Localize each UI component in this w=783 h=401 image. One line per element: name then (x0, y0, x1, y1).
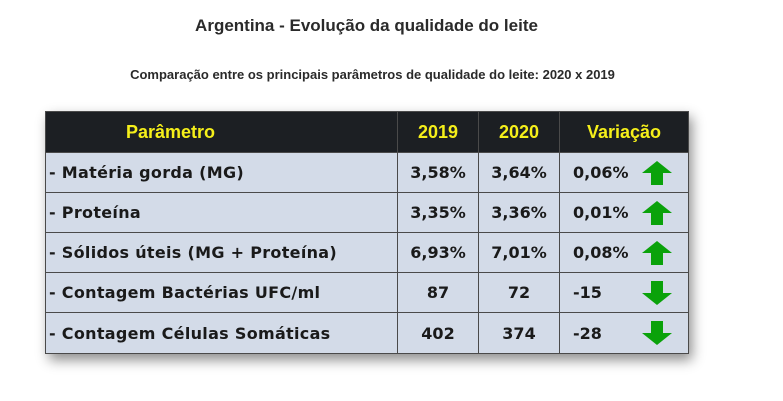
value-2019: 3,58% (397, 152, 479, 193)
variation-value: 0,06% (573, 163, 629, 182)
variation-cell: 0,08% (559, 232, 689, 273)
value-2020: 3,64% (478, 152, 560, 193)
up-arrow-icon (642, 200, 672, 225)
param-cell: - Sólidos úteis (MG + Proteína) (45, 232, 398, 273)
param-cell: - Proteína (45, 192, 398, 233)
table-header-row: Parâmetro 2019 2020 Variação (45, 111, 689, 153)
table-row: - Proteína 3,35% 3,36% 0,01% (45, 192, 689, 233)
value-2019: 3,35% (397, 192, 479, 233)
param-cell: - Contagem Bactérias UFC/ml (45, 272, 398, 313)
value-2019: 87 (397, 272, 479, 313)
variation-value: -28 (573, 323, 602, 343)
table-row: - Matéria gorda (MG) 3,58% 3,64% 0,06% (45, 152, 689, 193)
variation-value: 0,01% (573, 203, 629, 222)
value-2020: 72 (478, 272, 560, 313)
variation-cell: 0,01% (559, 192, 689, 233)
param-cell: - Contagem Células Somáticas (45, 312, 398, 354)
quality-table: Parâmetro 2019 2020 Variação - Matéria g… (45, 111, 689, 354)
page-title: Argentina - Evolução da qualidade do lei… (195, 16, 538, 35)
down-arrow-icon (642, 280, 672, 305)
quality-table-container: Parâmetro 2019 2020 Variação - Matéria g… (45, 111, 689, 354)
table-row: - Contagem Bactérias UFC/ml 87 72 -15 (45, 272, 689, 313)
variation-cell: -28 (559, 312, 689, 354)
param-cell: - Matéria gorda (MG) (45, 152, 398, 193)
value-2019: 402 (397, 312, 479, 354)
value-2020: 374 (478, 312, 560, 354)
variation-value: 0,08% (573, 243, 629, 262)
down-arrow-icon (642, 321, 672, 345)
header-2020: 2020 (478, 111, 560, 153)
value-2020: 7,01% (478, 232, 560, 273)
up-arrow-icon (642, 240, 672, 265)
table-row: - Sólidos úteis (MG + Proteína) 6,93% 7,… (45, 232, 689, 273)
header-parametro: Parâmetro (45, 111, 398, 153)
header-2019: 2019 (397, 111, 479, 153)
variation-cell: 0,06% (559, 152, 689, 193)
value-2020: 3,36% (478, 192, 560, 233)
variation-value: -15 (573, 283, 602, 302)
value-2019: 6,93% (397, 232, 479, 273)
header-variacao: Variação (559, 111, 689, 153)
table-row: - Contagem Células Somáticas 402 374 -28 (45, 312, 689, 354)
page-subtitle: Comparação entre os principais parâmetro… (130, 67, 615, 82)
variation-cell: -15 (559, 272, 689, 313)
up-arrow-icon (642, 160, 672, 185)
